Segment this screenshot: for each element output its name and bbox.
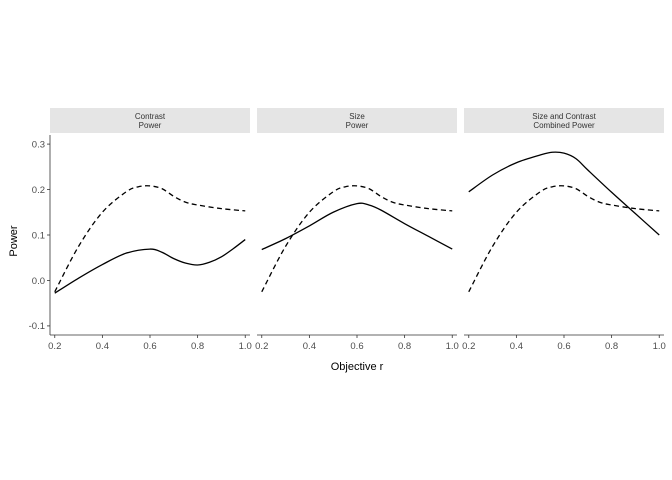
x-tick-label: 0.8 <box>605 341 618 352</box>
facet-strip-label: Power <box>346 121 369 130</box>
x-tick-label: 1.0 <box>239 341 252 352</box>
y-tick-label: 0.2 <box>32 185 45 196</box>
facet-strip <box>50 108 250 133</box>
x-tick-label: 0.8 <box>191 341 204 352</box>
x-tick-label: 0.4 <box>510 341 523 352</box>
x-tick-label: 0.8 <box>398 341 411 352</box>
facet-strip-label: Combined Power <box>533 121 595 130</box>
solid-series-line <box>261 202 453 251</box>
facet-strip-label: Power <box>139 121 162 130</box>
x-tick-label: 1.0 <box>446 341 459 352</box>
x-axis-title: Objective r <box>331 361 384 373</box>
x-tick-label: 0.2 <box>48 341 61 352</box>
x-tick-label: 1.0 <box>653 341 666 352</box>
y-tick-label: -0.1 <box>29 321 45 332</box>
dashed-series-line <box>468 185 660 293</box>
solid-series-line <box>468 151 660 236</box>
facet-strip-label: Size and Contrast <box>532 112 596 121</box>
solid-series-line <box>54 239 246 294</box>
x-tick-label: 0.2 <box>255 341 268 352</box>
x-tick-label: 0.4 <box>96 341 109 352</box>
y-axis-title: Power <box>8 225 20 257</box>
facet-strip <box>464 108 664 133</box>
y-tick-label: 0.0 <box>32 276 45 287</box>
x-tick-label: 0.6 <box>350 341 363 352</box>
x-tick-label: 0.6 <box>143 341 156 352</box>
dashed-series-line <box>261 185 453 293</box>
y-tick-label: 0.1 <box>32 230 45 241</box>
y-tick-label: 0.3 <box>32 139 45 150</box>
x-tick-label: 0.4 <box>303 341 316 352</box>
x-tick-label: 0.6 <box>557 341 570 352</box>
facet-strip-label: Size <box>349 112 365 121</box>
dashed-series-line <box>54 185 246 293</box>
x-tick-label: 0.2 <box>462 341 475 352</box>
facet-strip <box>257 108 457 133</box>
facet-strip-label: Contrast <box>135 112 166 121</box>
